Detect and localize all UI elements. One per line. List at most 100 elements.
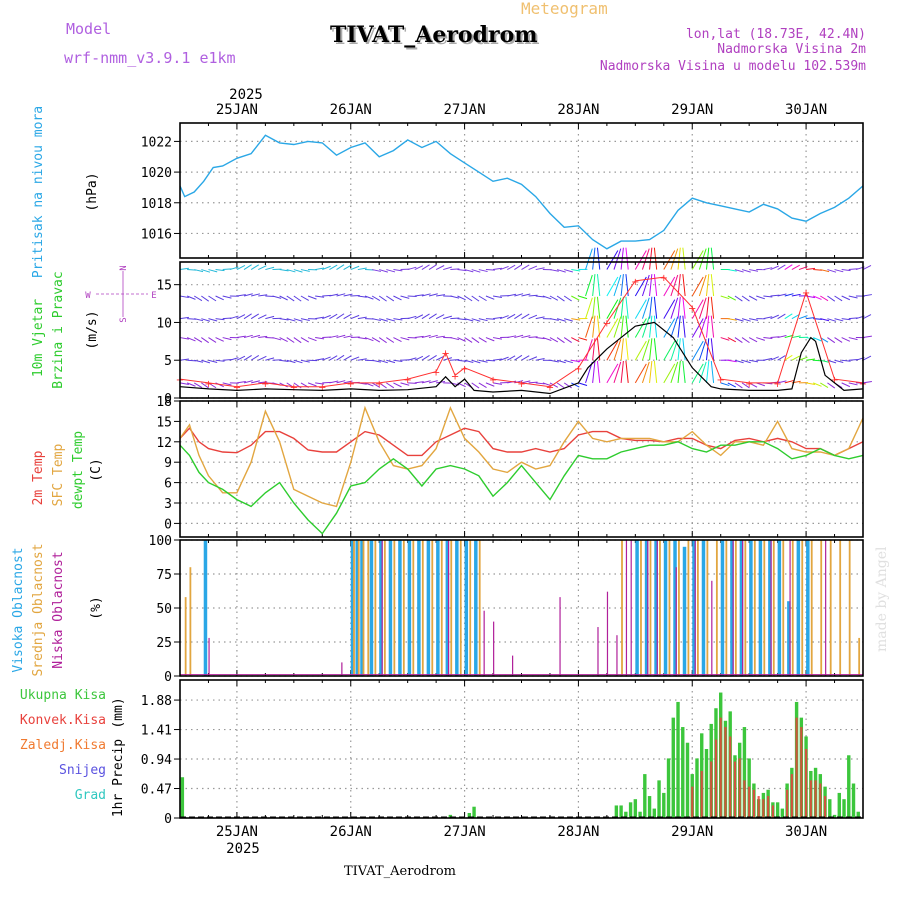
wind-arrow: [571, 269, 581, 272]
watermark: made by Angel: [874, 546, 890, 652]
wind-arrow: [741, 295, 750, 302]
wind-arrow: [471, 359, 481, 364]
cloud-bar-srednja: [687, 540, 690, 676]
cloud-bar-niska: [493, 621, 495, 676]
wind-arrow: [236, 335, 246, 339]
wind-arrow: [450, 295, 460, 299]
wind-arrow: [464, 295, 473, 302]
wind-arrow: [186, 337, 196, 342]
wind-arrow: [514, 334, 524, 339]
wind-arrow: [720, 382, 730, 387]
wind-arrow: [179, 382, 189, 385]
precip-bar-ukupna: [652, 808, 657, 818]
wind-arrow: [677, 296, 681, 319]
precip-bar-konvek: [819, 783, 822, 818]
cloud-bar-visoka: [787, 601, 791, 676]
precip-bar-ukupna: [638, 811, 642, 818]
day-label-bottom: 29JAN: [671, 824, 713, 840]
wind-arrow: [371, 318, 381, 322]
gust-marker: +: [290, 383, 298, 394]
wind-arrow: [556, 359, 566, 364]
compass-n: N: [119, 265, 129, 270]
wind-arrow: [677, 360, 681, 383]
wind-arrow: [841, 382, 851, 388]
wind-arrow: [535, 337, 545, 340]
wind-arrow: [485, 359, 495, 362]
wind-arrow: [315, 267, 325, 271]
wind-arrow: [827, 318, 837, 322]
wind-arrow: [748, 337, 758, 343]
wind-arrow: [265, 315, 275, 320]
cloud-bar-niska: [616, 635, 618, 676]
wind-arrow: [770, 314, 779, 320]
wind-arrow: [784, 264, 793, 270]
panel-precip: 0 0.47 0.94 1.41 1.88: [141, 680, 864, 827]
wind-arrow: [329, 355, 338, 361]
ytick-label: 6: [164, 477, 172, 492]
gust-marker: +: [489, 375, 497, 386]
legend-ukupna: Ukupna Kisa: [20, 688, 106, 703]
wind-arrow: [862, 380, 872, 384]
wind-arrow: [364, 295, 374, 300]
wind-arrow: [705, 296, 710, 319]
wind-arrow: [641, 361, 650, 384]
wind-arrow: [428, 293, 438, 297]
wind-arrow: [421, 264, 430, 270]
wind-arrow: [606, 340, 619, 361]
wind-arrow: [393, 359, 403, 363]
wind-arrow: [691, 250, 704, 270]
wind-arrow: [499, 315, 509, 320]
wind-arrow: [763, 337, 773, 339]
gust-marker: +: [546, 383, 554, 394]
wind-arrow: [414, 335, 424, 339]
wind-arrow: [464, 269, 474, 273]
legend-zaledj: Zaledj.Kisa: [20, 738, 106, 753]
wind-arrow: [279, 359, 289, 363]
wind-arrow: [265, 266, 275, 271]
wind-arrow: [208, 295, 217, 302]
wind-arrow: [653, 315, 658, 338]
cloud-bar-srednja: [640, 540, 642, 676]
wind-arrow: [682, 315, 686, 338]
cloud-bar-srednja: [810, 540, 813, 676]
wind-arrow: [243, 380, 253, 384]
wind-arrow: [784, 293, 794, 297]
wind-arrow: [585, 316, 593, 338]
wind-arrow: [393, 337, 402, 342]
wind-arrow: [336, 264, 345, 270]
dewpt-line: [179, 441, 864, 535]
wind-arrow: [350, 314, 360, 320]
wind-arrow: [428, 313, 437, 320]
wind-arrow: [521, 355, 530, 361]
wind-arrow: [478, 295, 487, 302]
wind-arrow: [236, 265, 246, 271]
wind-arrow: [663, 340, 676, 361]
wind-arrow: [492, 382, 502, 385]
wind-arrow: [300, 337, 309, 343]
wind-arrow: [521, 264, 530, 270]
day-label-bottom: 30JAN: [785, 824, 827, 840]
wind-arrow: [841, 359, 851, 362]
wind-arrow: [528, 356, 538, 361]
wind-arrow: [222, 382, 232, 386]
cloud-bar-visoka: [758, 540, 763, 676]
wind-arrow: [279, 295, 288, 301]
wind-arrow: [862, 314, 872, 320]
cloud-bar-visoka: [682, 546, 687, 676]
wind-arrow: [186, 382, 196, 387]
wind-arrow: [756, 337, 765, 341]
station-title: TIVAT_Aerodrom: [330, 22, 538, 48]
wind-arrow: [727, 295, 737, 301]
wind-arrow: [549, 359, 559, 363]
wind-arrow: [749, 318, 759, 321]
wind-unit: (m/s): [85, 310, 100, 349]
cloud-bar-niska: [732, 540, 734, 676]
cloud-bar-srednja: [659, 540, 661, 676]
wind-arrow: [243, 313, 252, 320]
wind-arrow: [592, 360, 596, 383]
wind-arrow: [521, 293, 531, 297]
wind-arrow: [279, 318, 289, 321]
cloud-bar-srednja: [353, 540, 355, 676]
pressure-unit: (hPa): [85, 172, 100, 211]
gust-marker: +: [204, 379, 212, 390]
